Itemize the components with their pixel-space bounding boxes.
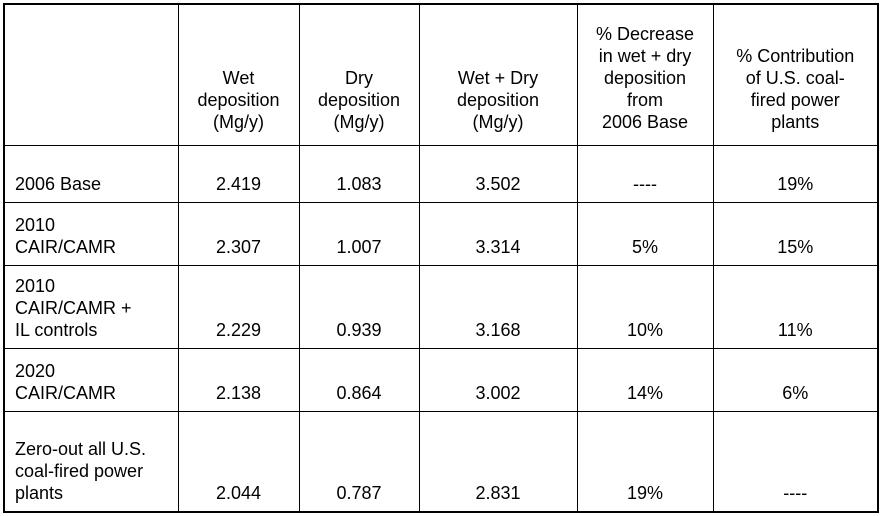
header-scenario [3,3,179,146]
wet-dry-deposition-cell: 3.002 [418,347,578,412]
wet-deposition-cell: 2.307 [177,201,300,266]
wet-dry-deposition-cell: 3.314 [418,201,578,266]
row-label-cell: 2020 CAIR/CAMR [3,347,179,412]
dry-deposition-cell: 0.864 [298,347,420,412]
header-pct-contribution: % Contribution of U.S. coal- fired power… [712,3,879,146]
pct-contribution-cell: 6% [712,347,879,412]
pct-decrease-cell: ---- [576,144,714,203]
dry-deposition-cell: 0.939 [298,264,420,349]
header-dry-deposition: Dry deposition (Mg/y) [298,3,420,146]
header-pct-decrease: % Decrease in wet + dry deposition from … [576,3,714,146]
dry-deposition-cell: 0.787 [298,410,420,513]
table-row: 2020 CAIR/CAMR 2.138 0.864 3.002 14% 6% [3,347,879,412]
wet-deposition-cell: 2.044 [177,410,300,513]
pct-contribution-cell: 19% [712,144,879,203]
wet-deposition-cell: 2.138 [177,347,300,412]
row-label-cell: 2010 CAIR/CAMR [3,201,179,266]
deposition-table: Wet deposition (Mg/y) Dry deposition (Mg… [3,3,879,513]
row-label-cell: 2010 CAIR/CAMR + IL controls [3,264,179,349]
wet-deposition-cell: 2.229 [177,264,300,349]
row-label-cell: 2006 Base [3,144,179,203]
table-row: 2010 CAIR/CAMR + IL controls 2.229 0.939… [3,264,879,349]
wet-dry-deposition-cell: 3.168 [418,264,578,349]
wet-dry-deposition-cell: 3.502 [418,144,578,203]
table-row: Zero-out all U.S. coal-fired power plant… [3,410,879,513]
header-wet-dry-deposition: Wet + Dry deposition (Mg/y) [418,3,578,146]
pct-contribution-cell: 15% [712,201,879,266]
pct-contribution-cell: 11% [712,264,879,349]
pct-decrease-cell: 5% [576,201,714,266]
row-label-cell: Zero-out all U.S. coal-fired power plant… [3,410,179,513]
wet-dry-deposition-cell: 2.831 [418,410,578,513]
header-wet-deposition: Wet deposition (Mg/y) [177,3,300,146]
dry-deposition-cell: 1.083 [298,144,420,203]
pct-decrease-cell: 10% [576,264,714,349]
wet-deposition-cell: 2.419 [177,144,300,203]
pct-contribution-cell: ---- [712,410,879,513]
header-row: Wet deposition (Mg/y) Dry deposition (Mg… [3,3,879,146]
pct-decrease-cell: 19% [576,410,714,513]
table-row: 2006 Base 2.419 1.083 3.502 ---- 19% [3,144,879,203]
pct-decrease-cell: 14% [576,347,714,412]
table-row: 2010 CAIR/CAMR 2.307 1.007 3.314 5% 15% [3,201,879,266]
dry-deposition-cell: 1.007 [298,201,420,266]
